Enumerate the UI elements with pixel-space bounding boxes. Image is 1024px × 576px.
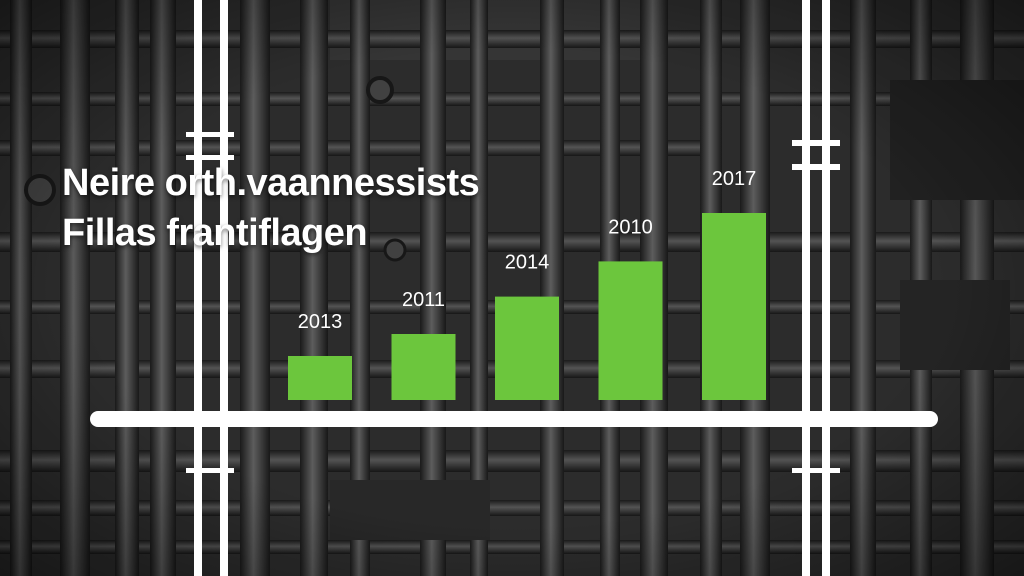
bar-2014 xyxy=(495,296,559,400)
bar-2013 xyxy=(288,356,352,400)
bar-label-2014: 2014 xyxy=(505,252,550,274)
x-axis-baseline xyxy=(90,411,938,427)
bar-labels: 2013 2011 2014 2010 2017 xyxy=(298,168,757,333)
bars xyxy=(288,213,766,400)
bar-label-2010: 2010 xyxy=(608,216,653,238)
chart-title: Neire orth.vaannessists Fillas frantifla… xyxy=(62,158,480,258)
frame-posts xyxy=(186,0,840,576)
bar-label-2011: 2011 xyxy=(402,289,445,311)
bar-2010 xyxy=(598,261,663,400)
bar-label-2013: 2013 xyxy=(298,311,343,333)
bar-label-2017: 2017 xyxy=(712,168,757,190)
chart-title-line-1: Neire orth.vaannessists xyxy=(62,162,480,204)
bar-2011 xyxy=(391,334,456,400)
bar-2017 xyxy=(702,213,766,400)
chart-title-line-2: Fillas frantiflagen xyxy=(62,212,368,254)
